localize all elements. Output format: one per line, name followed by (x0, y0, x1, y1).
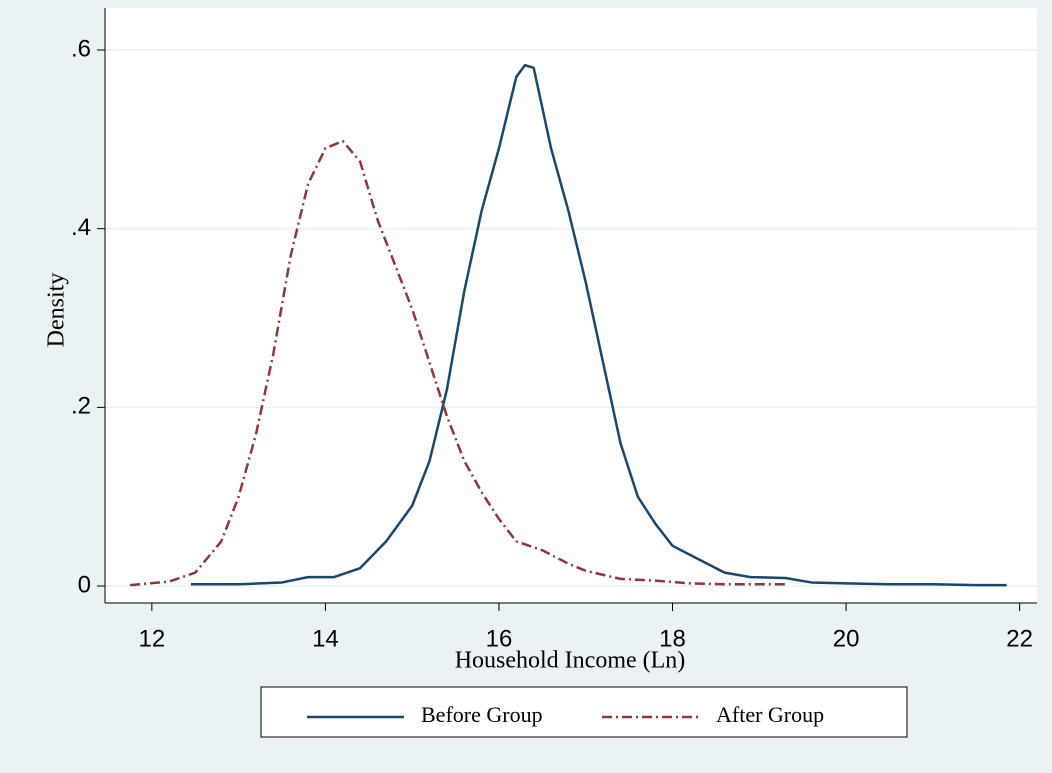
x-tick-label: 14 (312, 625, 339, 652)
y-tick-label: 0 (78, 571, 91, 598)
line-series (130, 139, 786, 587)
x-tick-label: 12 (139, 625, 166, 652)
x-tick-label: 18 (659, 625, 686, 652)
x-tick-label: 22 (1006, 625, 1033, 652)
y-tick-label: .2 (71, 393, 91, 420)
legend-box (260, 686, 908, 738)
x-axis-title: Household Income (Ln) (455, 648, 686, 674)
y-tick-label: .4 (71, 214, 91, 241)
legend-label: Before Group (421, 702, 543, 727)
line-series (190, 63, 1007, 587)
x-tick-label: 16 (486, 625, 513, 652)
y-axis-title: Density (44, 273, 70, 348)
y-tick-label: .6 (71, 35, 91, 62)
x-tick-label: 20 (833, 625, 860, 652)
legend-label: After Group (716, 702, 824, 727)
plot-area (105, 8, 1037, 603)
